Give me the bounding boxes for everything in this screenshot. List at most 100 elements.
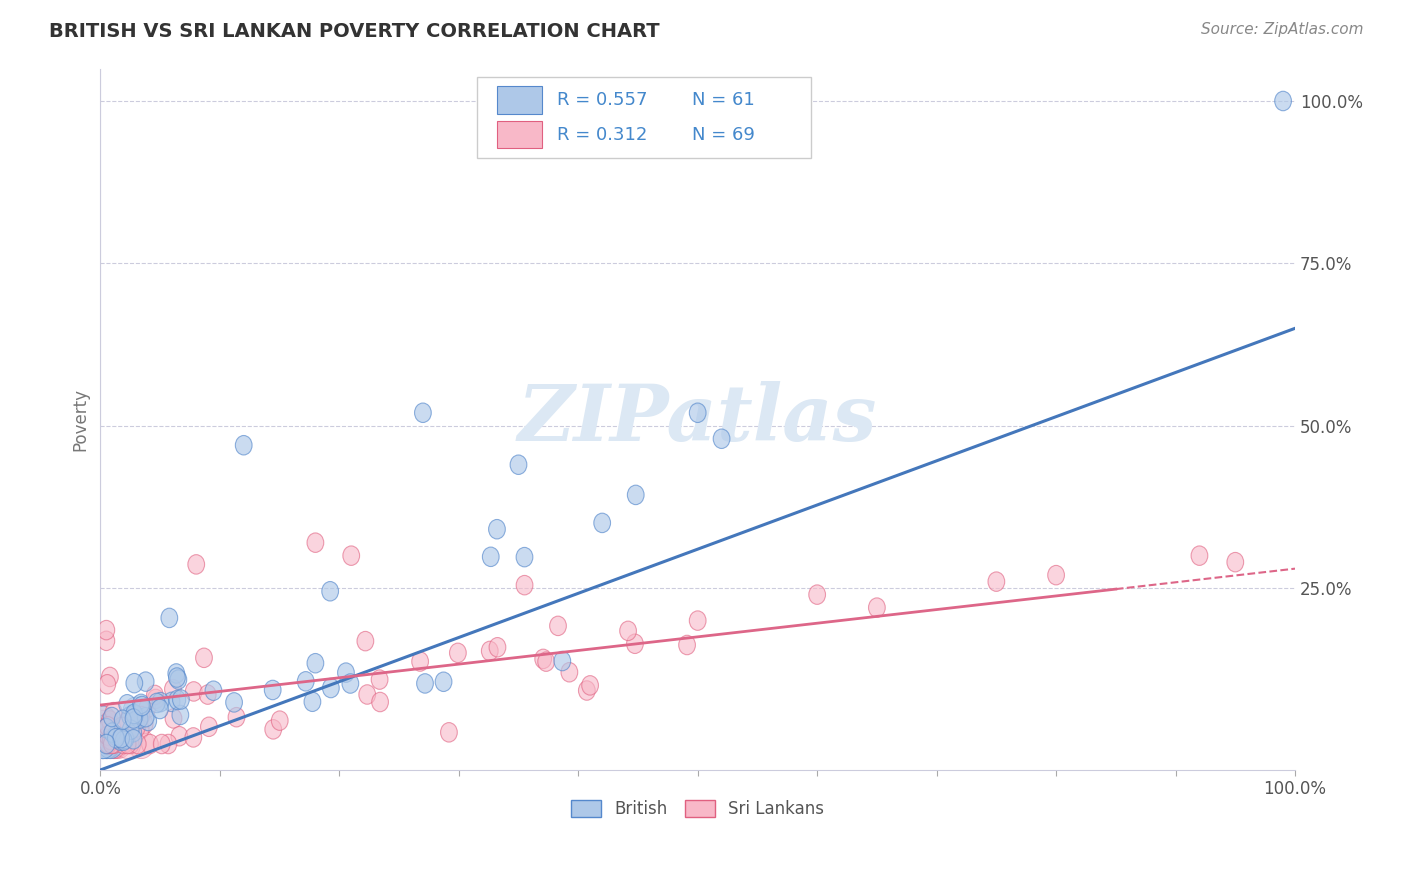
Ellipse shape	[152, 692, 169, 712]
Ellipse shape	[91, 717, 117, 746]
Ellipse shape	[554, 651, 571, 671]
Ellipse shape	[163, 692, 180, 712]
Ellipse shape	[98, 620, 115, 640]
Ellipse shape	[152, 699, 169, 719]
Ellipse shape	[371, 670, 388, 690]
Ellipse shape	[120, 695, 135, 714]
Ellipse shape	[100, 730, 127, 758]
Ellipse shape	[440, 723, 457, 742]
Ellipse shape	[97, 730, 124, 758]
Ellipse shape	[115, 734, 132, 754]
Ellipse shape	[98, 734, 115, 754]
Ellipse shape	[129, 734, 146, 754]
Ellipse shape	[125, 730, 142, 749]
Ellipse shape	[93, 730, 120, 758]
Ellipse shape	[100, 726, 117, 746]
Ellipse shape	[97, 730, 124, 758]
Ellipse shape	[100, 716, 117, 736]
Ellipse shape	[93, 726, 120, 756]
Ellipse shape	[90, 730, 115, 758]
Ellipse shape	[104, 707, 121, 727]
Ellipse shape	[188, 555, 205, 574]
Ellipse shape	[105, 730, 132, 758]
Ellipse shape	[988, 572, 1005, 591]
Ellipse shape	[105, 702, 122, 722]
Ellipse shape	[97, 730, 124, 758]
Ellipse shape	[127, 673, 142, 693]
Ellipse shape	[91, 730, 118, 758]
Ellipse shape	[489, 638, 506, 657]
Ellipse shape	[550, 616, 567, 636]
Ellipse shape	[482, 547, 499, 566]
Ellipse shape	[139, 698, 156, 718]
Ellipse shape	[226, 693, 242, 712]
Ellipse shape	[808, 585, 825, 605]
Ellipse shape	[114, 730, 141, 758]
Ellipse shape	[516, 575, 533, 595]
Ellipse shape	[134, 697, 150, 715]
Ellipse shape	[489, 519, 505, 539]
Ellipse shape	[510, 455, 527, 475]
Ellipse shape	[713, 429, 730, 449]
Ellipse shape	[104, 734, 120, 754]
Ellipse shape	[169, 690, 186, 710]
Ellipse shape	[139, 711, 156, 731]
Ellipse shape	[304, 692, 321, 712]
Ellipse shape	[93, 730, 120, 758]
Text: N = 69: N = 69	[692, 126, 755, 144]
Ellipse shape	[90, 719, 115, 747]
Text: R = 0.557: R = 0.557	[557, 91, 647, 109]
Ellipse shape	[117, 730, 134, 748]
Ellipse shape	[100, 730, 117, 749]
Y-axis label: Poverty: Poverty	[72, 388, 89, 450]
Ellipse shape	[1047, 566, 1064, 585]
Ellipse shape	[134, 706, 149, 726]
Ellipse shape	[1275, 91, 1292, 111]
Ellipse shape	[342, 673, 359, 693]
Ellipse shape	[169, 668, 186, 687]
Ellipse shape	[235, 435, 252, 455]
Ellipse shape	[172, 706, 188, 724]
Text: Source: ZipAtlas.com: Source: ZipAtlas.com	[1201, 22, 1364, 37]
Text: BRITISH VS SRI LANKAN POVERTY CORRELATION CHART: BRITISH VS SRI LANKAN POVERTY CORRELATIO…	[49, 22, 659, 41]
Ellipse shape	[869, 598, 886, 617]
Ellipse shape	[97, 730, 122, 758]
Ellipse shape	[160, 734, 177, 754]
Ellipse shape	[271, 711, 288, 731]
Ellipse shape	[101, 667, 118, 687]
Ellipse shape	[115, 731, 132, 750]
FancyBboxPatch shape	[477, 77, 811, 158]
Ellipse shape	[620, 621, 637, 640]
Ellipse shape	[689, 611, 706, 631]
Ellipse shape	[516, 548, 533, 567]
Ellipse shape	[94, 730, 121, 758]
Ellipse shape	[91, 723, 118, 751]
Ellipse shape	[264, 720, 281, 739]
Ellipse shape	[122, 720, 139, 739]
Ellipse shape	[481, 641, 498, 661]
Ellipse shape	[627, 485, 644, 505]
Ellipse shape	[90, 730, 115, 758]
Ellipse shape	[128, 730, 155, 758]
Ellipse shape	[90, 706, 115, 735]
Ellipse shape	[91, 725, 118, 754]
Ellipse shape	[322, 678, 339, 698]
Ellipse shape	[205, 681, 222, 700]
Ellipse shape	[122, 706, 138, 726]
Ellipse shape	[436, 672, 451, 691]
Ellipse shape	[100, 734, 117, 754]
Ellipse shape	[94, 723, 121, 752]
Ellipse shape	[1227, 552, 1244, 572]
Text: N = 61: N = 61	[692, 91, 755, 109]
Ellipse shape	[114, 717, 129, 737]
Ellipse shape	[172, 726, 188, 746]
Ellipse shape	[98, 631, 115, 650]
Ellipse shape	[138, 672, 155, 691]
Ellipse shape	[160, 608, 177, 628]
Text: R = 0.312: R = 0.312	[557, 126, 647, 144]
Ellipse shape	[90, 730, 115, 758]
Ellipse shape	[679, 635, 696, 655]
Ellipse shape	[97, 730, 124, 758]
Ellipse shape	[101, 730, 127, 758]
Ellipse shape	[100, 730, 127, 758]
